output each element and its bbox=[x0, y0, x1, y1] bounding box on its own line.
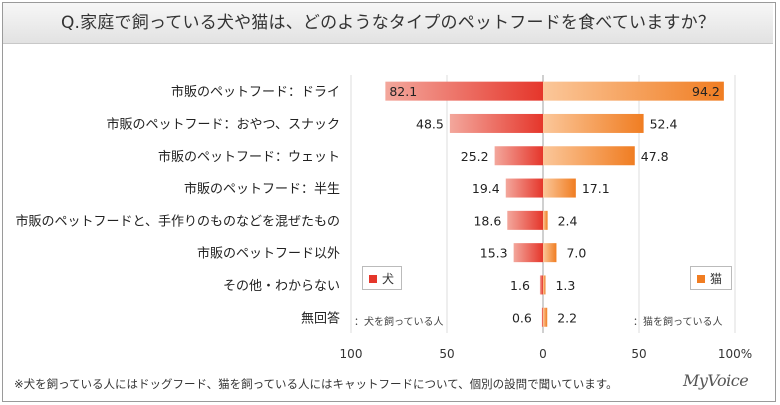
value-label-cat: 2.4 bbox=[558, 213, 578, 228]
myvoice-logo: MyVoice bbox=[683, 371, 749, 390]
value-labels: 82.1 94.2 48.5 52.4 25.2 47.8 19.4 17.1 18.6 2.4 1… bbox=[389, 84, 719, 325]
bar-cat bbox=[543, 243, 557, 263]
x-tick-label: 50 bbox=[439, 347, 454, 361]
category-label: 無回答 bbox=[301, 310, 340, 326]
bar-dog bbox=[385, 81, 543, 101]
value-label-dog: 18.6 bbox=[473, 213, 501, 228]
x-axis-ticks: 100 50 0 50 100% bbox=[340, 347, 753, 361]
bar-dog bbox=[541, 307, 543, 327]
x-tick-label: 100 bbox=[340, 347, 363, 361]
legend-cat: 猫 bbox=[690, 266, 732, 290]
value-label-cat: 7.0 bbox=[566, 246, 586, 261]
bars bbox=[385, 81, 724, 327]
value-label-cat: 2.2 bbox=[557, 310, 577, 325]
value-label-cat: 94.2 bbox=[692, 84, 720, 99]
value-label-dog: 82.1 bbox=[389, 84, 417, 99]
legend-dog-swatch bbox=[369, 275, 377, 283]
legend-dog-label: 犬 bbox=[382, 272, 395, 286]
bar-dog bbox=[505, 178, 543, 198]
bar-cat bbox=[543, 146, 635, 166]
legend-dog: 犬 bbox=[362, 266, 402, 290]
value-label-dog: 15.3 bbox=[480, 246, 508, 261]
category-labels: 市販のペットフード：ドライ市販のペットフード：おやつ、スナック市販のペットフード… bbox=[16, 84, 340, 326]
category-label: 市販のペットフードと、手作りのものなどを混ぜたもの bbox=[16, 213, 340, 229]
legend-cat-swatch bbox=[697, 275, 705, 283]
bar-dog bbox=[494, 146, 543, 166]
bar-cat bbox=[543, 210, 548, 230]
value-label-cat: 52.4 bbox=[650, 116, 678, 131]
bar-dog bbox=[513, 243, 543, 263]
value-label-cat: 1.3 bbox=[555, 278, 575, 293]
value-label-dog: 1.6 bbox=[510, 278, 530, 293]
value-label-dog: 0.6 bbox=[512, 310, 532, 325]
chart-title: Q.家庭で飼っている犬や猫は、どのようなタイプのペットフードを食べていますか？ bbox=[3, 3, 773, 44]
category-label: 市販のペットフード：ウェット bbox=[158, 149, 340, 165]
bar-cat bbox=[543, 81, 724, 101]
bar-dog bbox=[539, 275, 543, 295]
legend-dog-note: ：犬を飼っている人 bbox=[354, 317, 444, 328]
legend-cat-label: 猫 bbox=[710, 272, 723, 286]
category-label: 市販のペットフード以外 bbox=[197, 246, 340, 262]
category-label: その他・わからない bbox=[223, 279, 340, 294]
legend-cat-note: ：猫を飼っている人 bbox=[633, 317, 723, 328]
category-label: 市販のペットフード：ドライ bbox=[171, 84, 340, 100]
value-label-dog: 48.5 bbox=[416, 116, 444, 131]
x-tick-label: 0 bbox=[539, 347, 547, 361]
x-tick-label: 100% bbox=[718, 347, 752, 361]
category-label: 市販のペットフード：半生 bbox=[184, 181, 340, 197]
footnote: ※犬を飼っている人にはドッグフード、猫を飼っている人にはキャットフードについて、… bbox=[14, 377, 618, 391]
bar-cat bbox=[543, 113, 644, 133]
bar-cat bbox=[543, 178, 576, 198]
value-label-dog: 19.4 bbox=[472, 181, 500, 196]
bar-dog bbox=[507, 210, 543, 230]
x-tick-label: 50 bbox=[631, 347, 646, 361]
bar-cat bbox=[543, 307, 548, 327]
bar-dog bbox=[449, 113, 543, 133]
value-label-dog: 25.2 bbox=[461, 149, 489, 164]
category-label: 市販のペットフード：おやつ、スナック bbox=[107, 116, 340, 132]
value-label-cat: 47.8 bbox=[641, 149, 669, 164]
bar-cat bbox=[543, 275, 546, 295]
value-label-cat: 17.1 bbox=[582, 181, 610, 196]
